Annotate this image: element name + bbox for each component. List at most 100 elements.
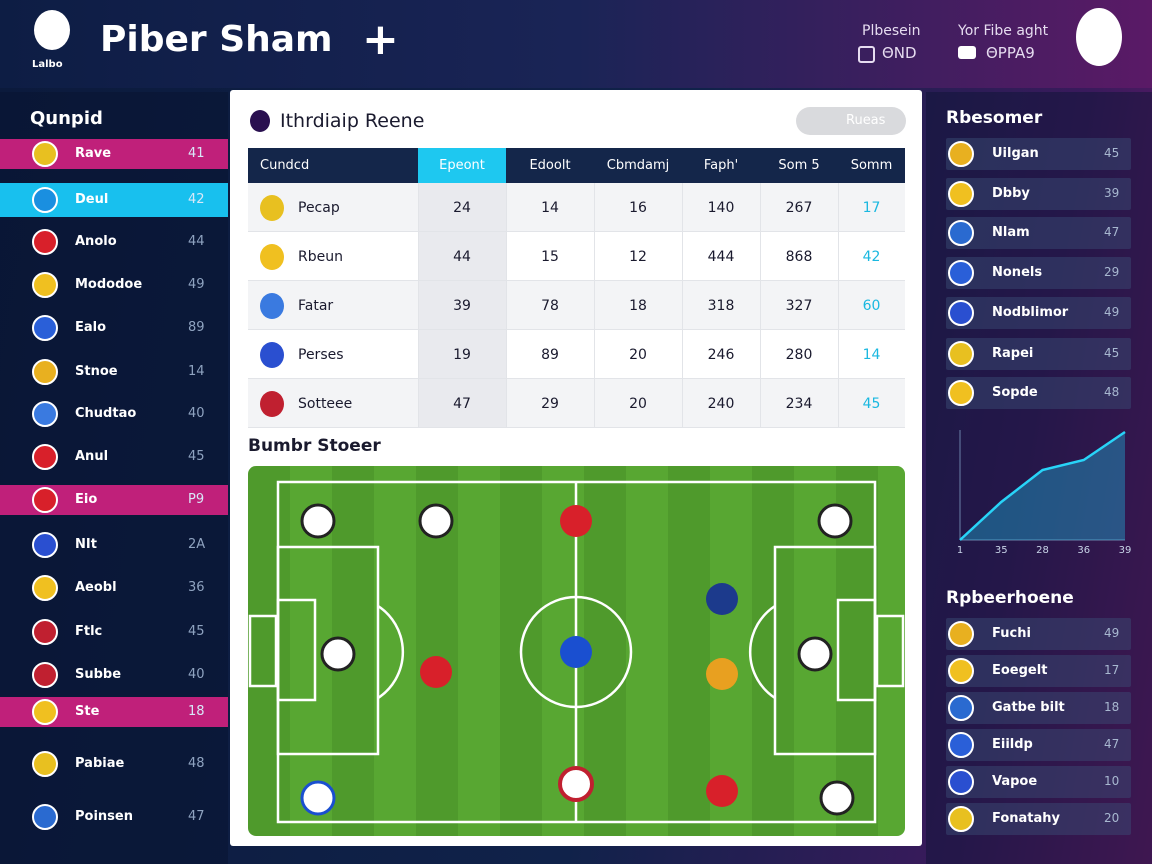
row-value: 39: [1104, 186, 1120, 200]
row-value: 40: [188, 667, 205, 682]
stat-value: ΘPPA9: [986, 44, 1035, 62]
list-row[interactable]: [946, 217, 1131, 249]
left-panel: [0, 92, 228, 864]
row-name[interactable]: Mododoe: [75, 277, 143, 292]
row-name[interactable]: Chudtao: [75, 406, 137, 421]
list-row[interactable]: [946, 766, 1131, 798]
table-cell: 280: [785, 347, 813, 363]
team-name: Rbeun: [298, 249, 343, 265]
add-icon[interactable]: +: [362, 14, 399, 65]
row-name[interactable]: Nonels: [992, 265, 1043, 280]
list-row[interactable]: [946, 655, 1131, 687]
row-name[interactable]: Aeobl: [75, 580, 117, 595]
row-value: 49: [188, 277, 205, 292]
row-icon: [948, 260, 974, 286]
row-name[interactable]: Anul: [75, 449, 109, 464]
row-name[interactable]: Eoegelt: [992, 663, 1048, 678]
row-value: 48: [1104, 385, 1120, 399]
stat-label: Yor Fibe aght: [958, 23, 1049, 39]
row-icon: [32, 444, 58, 470]
row-name[interactable]: Ealo: [75, 320, 107, 335]
list-row[interactable]: [946, 729, 1131, 761]
panel-title: Rbesomer: [946, 108, 1043, 128]
row-name[interactable]: Eiildp: [992, 737, 1033, 752]
row-icon: [948, 300, 974, 326]
row-value: 45: [188, 449, 205, 464]
row-name[interactable]: Deul: [75, 192, 109, 207]
team-name: Sotteee: [298, 396, 353, 412]
list-row[interactable]: [946, 377, 1131, 409]
cell-border: [760, 379, 761, 427]
cell-border: [760, 183, 761, 231]
cell-border: [506, 183, 507, 231]
cell-border: [838, 330, 839, 378]
table-row: [248, 330, 905, 379]
row-name[interactable]: Fuchi: [992, 626, 1031, 641]
column-header: Somm: [850, 158, 893, 173]
row-name[interactable]: Eio: [75, 492, 98, 507]
table-header: [248, 148, 905, 183]
row-value: 18: [188, 704, 205, 719]
list-row[interactable]: [946, 618, 1131, 650]
row-name[interactable]: Rave: [75, 146, 112, 161]
team-icon: [260, 342, 284, 368]
list-row[interactable]: [946, 338, 1131, 370]
row-name[interactable]: Nlam: [992, 225, 1030, 240]
row-name[interactable]: Nodblimor: [992, 305, 1069, 320]
panel-title: Ithrdiaip Reene: [280, 110, 425, 132]
row-name[interactable]: Rapei: [992, 346, 1034, 361]
row-name[interactable]: Gatbe bilt: [992, 700, 1065, 715]
list-row[interactable]: [946, 178, 1131, 210]
table-cell: 15: [541, 249, 559, 265]
cell-border: [682, 330, 683, 378]
cell-shade: [418, 232, 506, 280]
row-icon: [948, 658, 974, 684]
cell-border: [838, 183, 839, 231]
column-header: Som 5: [778, 158, 820, 173]
row-name[interactable]: Pabiae: [75, 756, 125, 771]
cell-border: [760, 232, 761, 280]
row-icon: [32, 751, 58, 777]
table-row: [248, 379, 905, 428]
table-cell: 45: [862, 396, 881, 412]
cell-border: [594, 281, 595, 329]
cell-border: [594, 379, 595, 427]
button-label[interactable]: Rueas: [846, 113, 886, 128]
row-name[interactable]: Subbe: [75, 667, 122, 682]
row-name[interactable]: Vapoe: [992, 774, 1038, 789]
cell-border: [418, 183, 419, 231]
logo: [34, 10, 70, 50]
row-name[interactable]: Stnoe: [75, 364, 118, 379]
row-name[interactable]: Sopde: [992, 385, 1038, 400]
list-row[interactable]: [946, 297, 1131, 329]
cell-border: [682, 379, 683, 427]
row-value: 89: [188, 320, 205, 335]
row-icon: [32, 662, 58, 688]
list-row[interactable]: [946, 138, 1131, 170]
row-name[interactable]: Anolo: [75, 234, 117, 249]
row-name[interactable]: NIt: [75, 537, 97, 552]
table-cell: 140: [707, 200, 735, 216]
row-icon: [32, 619, 58, 645]
list-row[interactable]: [946, 692, 1131, 724]
panel-icon: [250, 110, 270, 132]
table-row: [248, 281, 905, 330]
cell-border: [760, 330, 761, 378]
row-name[interactable]: Ste: [75, 704, 100, 719]
list-row[interactable]: [946, 803, 1131, 835]
table-cell: 60: [862, 298, 881, 314]
table-cell: 240: [707, 396, 735, 412]
table-cell: 868: [785, 249, 813, 265]
row-name[interactable]: Dbby: [992, 186, 1030, 201]
team-name: Pecap: [298, 200, 340, 216]
row-name[interactable]: Fonatahy: [992, 811, 1061, 826]
row-name[interactable]: Ftlc: [75, 624, 103, 639]
row-name[interactable]: Poinsen: [75, 809, 133, 824]
list-row[interactable]: [946, 257, 1131, 289]
cell-border: [682, 281, 683, 329]
action-button[interactable]: [796, 107, 906, 135]
table-cell: 444: [707, 249, 735, 265]
row-name[interactable]: Uilgan: [992, 146, 1039, 161]
row-value: 14: [188, 364, 205, 379]
